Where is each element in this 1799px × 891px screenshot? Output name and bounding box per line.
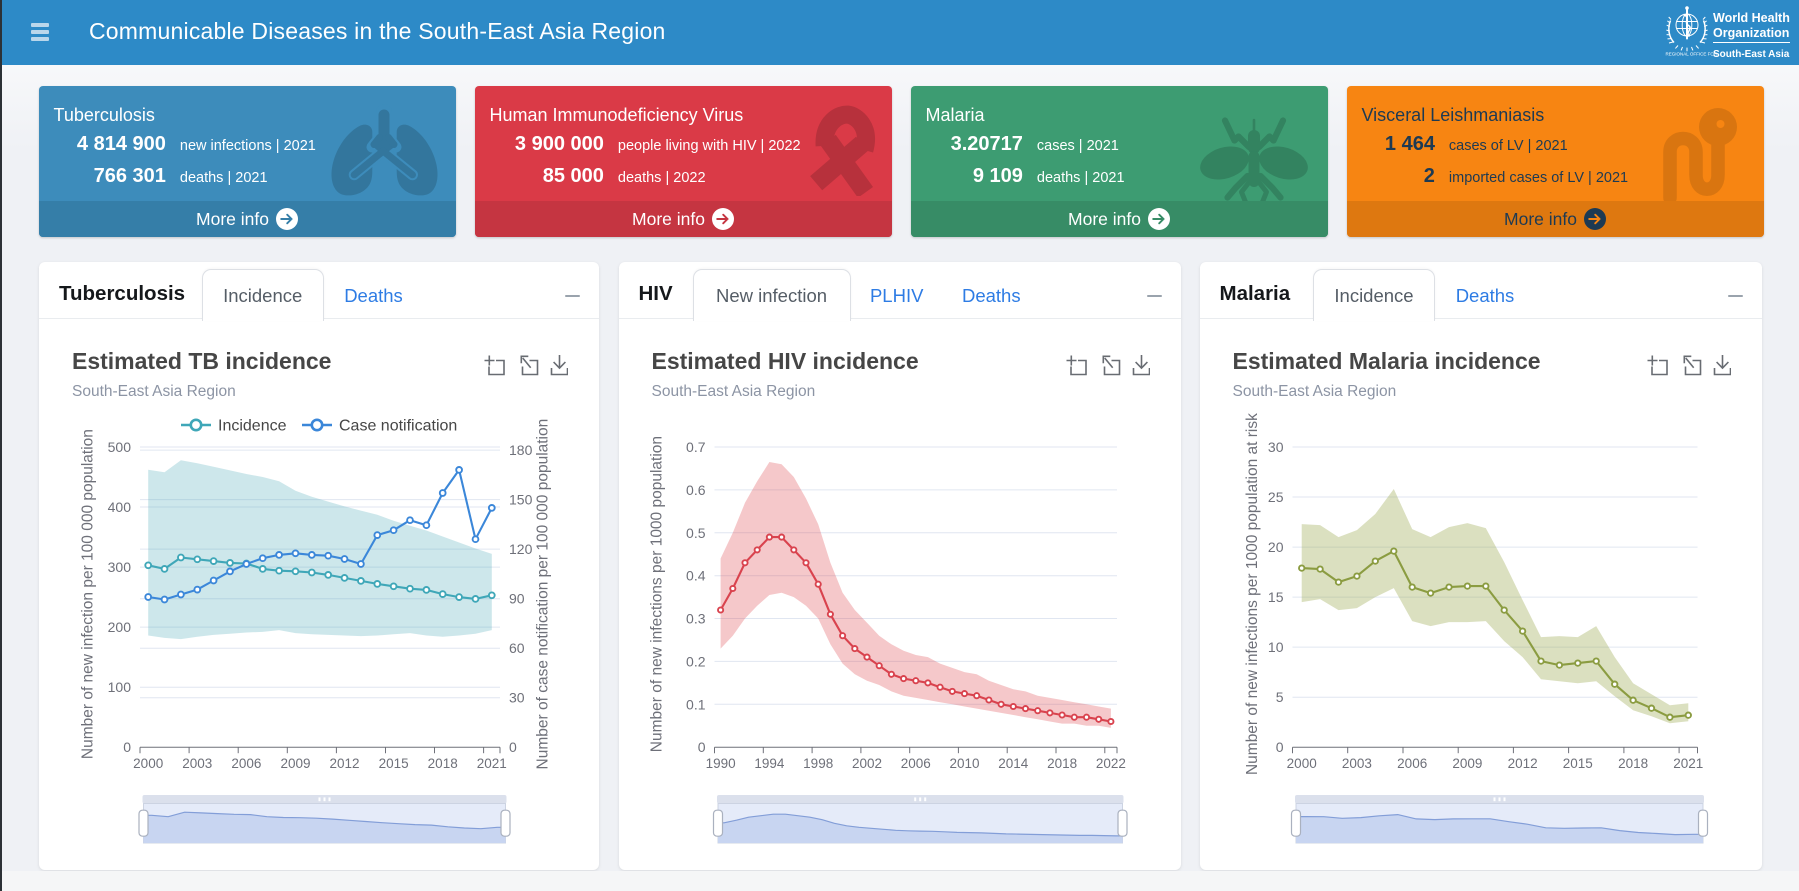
svg-text:2021: 2021 (1673, 756, 1703, 771)
svg-text:World Health: World Health (1713, 11, 1790, 25)
svg-text:Incidence: Incidence (218, 418, 287, 435)
svg-text:2018: 2018 (1047, 756, 1077, 771)
svg-text:15: 15 (1267, 589, 1283, 605)
svg-text:0: 0 (1275, 739, 1283, 755)
svg-text:5: 5 (1275, 689, 1283, 705)
svg-text:2003: 2003 (1341, 756, 1371, 771)
svg-text:30: 30 (1267, 439, 1283, 455)
svg-text:0.1: 0.1 (686, 696, 706, 712)
svg-text:0.4: 0.4 (686, 568, 706, 584)
svg-text:2014: 2014 (998, 756, 1029, 771)
svg-text:2010: 2010 (949, 756, 979, 771)
svg-text:2006: 2006 (900, 756, 930, 771)
svg-text:0: 0 (697, 739, 705, 755)
svg-text:2015: 2015 (379, 756, 409, 771)
svg-text:120: 120 (509, 541, 533, 557)
svg-text:Case notification: Case notification (339, 418, 457, 435)
svg-text:2012: 2012 (329, 756, 359, 771)
svg-text:Number of new infections per 1: Number of new infections per 1000 popula… (648, 436, 665, 752)
svg-text:2006: 2006 (231, 756, 261, 771)
svg-text:60: 60 (509, 640, 525, 656)
svg-text:2009: 2009 (1452, 756, 1482, 771)
svg-text:2000: 2000 (1286, 756, 1316, 771)
svg-text:0: 0 (123, 739, 131, 755)
svg-text:150: 150 (509, 492, 533, 508)
svg-text:0.5: 0.5 (686, 525, 706, 541)
svg-text:2018: 2018 (1618, 756, 1648, 771)
svg-text:2006: 2006 (1397, 756, 1427, 771)
svg-text:2000: 2000 (133, 756, 163, 771)
svg-text:South-East Asia: South-East Asia (1713, 49, 1790, 60)
svg-text:180: 180 (509, 442, 533, 458)
svg-text:90: 90 (509, 591, 525, 607)
svg-text:Organization: Organization (1713, 26, 1789, 40)
svg-text:400: 400 (108, 499, 132, 515)
svg-text:2012: 2012 (1507, 756, 1537, 771)
svg-text:2002: 2002 (851, 756, 881, 771)
svg-text:0.6: 0.6 (686, 482, 706, 498)
svg-text:Number of new infection per 10: Number of new infection per 100 000 popu… (80, 429, 97, 759)
svg-text:1998: 1998 (803, 756, 833, 771)
svg-text:100: 100 (108, 679, 132, 695)
svg-text:20: 20 (1267, 539, 1283, 555)
svg-text:300: 300 (108, 559, 132, 575)
svg-text:1994: 1994 (754, 756, 785, 771)
svg-text:2015: 2015 (1562, 756, 1592, 771)
svg-text:0: 0 (509, 739, 517, 755)
svg-text:30: 30 (509, 690, 525, 706)
svg-text:0.2: 0.2 (686, 653, 706, 669)
svg-text:2003: 2003 (182, 756, 212, 771)
svg-text:REGIONAL OFFICE FOR: REGIONAL OFFICE FOR (1666, 52, 1718, 57)
svg-text:10: 10 (1267, 639, 1283, 655)
svg-text:Number of case notification pe: Number of case notification per 100 000 … (535, 419, 552, 770)
svg-text:2021: 2021 (477, 756, 507, 771)
svg-text:2009: 2009 (280, 756, 310, 771)
svg-text:500: 500 (108, 439, 132, 455)
svg-text:25: 25 (1267, 489, 1283, 505)
svg-text:2018: 2018 (428, 756, 458, 771)
svg-text:0.3: 0.3 (686, 611, 706, 627)
svg-text:1990: 1990 (705, 756, 735, 771)
svg-text:Number of new infections per 1: Number of new infections per 1000 popula… (1244, 413, 1261, 775)
svg-text:2022: 2022 (1095, 756, 1125, 771)
svg-text:0.7: 0.7 (686, 439, 706, 455)
svg-text:200: 200 (108, 619, 132, 635)
